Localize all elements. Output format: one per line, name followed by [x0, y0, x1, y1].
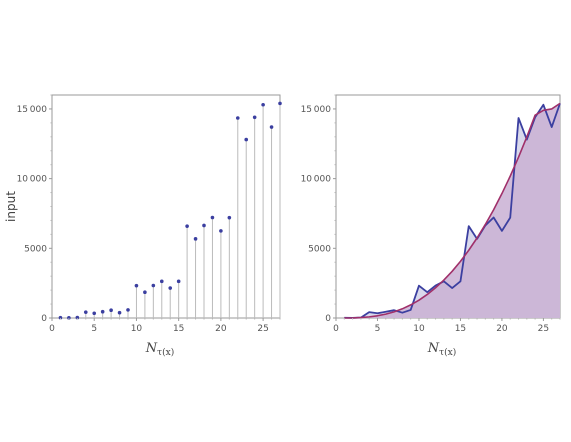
chart-panel-1: 0 5 10 15 20 25 0 5000 10 000 15 000 Nτ(x) input [4, 94, 282, 358]
data-point [227, 215, 232, 220]
data-point [75, 315, 80, 320]
y-tick-label: 10 000 [301, 175, 332, 185]
x-tick-label: 25 [538, 324, 549, 334]
data-point [151, 283, 156, 288]
data-point [252, 115, 257, 120]
data-point [58, 315, 63, 320]
curve-area-fill [344, 103, 560, 318]
data-point [269, 125, 274, 129]
data-point [244, 137, 249, 142]
y-axis-label: input [4, 191, 18, 222]
x-axis-label: Nτ(x) [427, 341, 456, 358]
y-tick-label: 15 000 [17, 105, 48, 115]
x-tick-label: 10 [131, 324, 143, 334]
x-tick-label: 25 [257, 324, 268, 334]
data-point [134, 283, 139, 288]
data-point [193, 237, 198, 241]
data-point [235, 116, 240, 120]
data-point [143, 290, 147, 295]
chart-panel-2: 0 5 10 15 20 25 0 5000 10 000 15 000 Nτ(x) [301, 94, 561, 358]
x-axis-label-subscript: τ(x) [439, 347, 456, 358]
x-tick-label: 20 [496, 324, 508, 334]
x-axis-label: Nτ(x) [145, 341, 174, 358]
data-point [126, 308, 130, 312]
x-tick-label: 15 [173, 324, 184, 334]
x-tick-label: 10 [413, 324, 425, 334]
data-point [109, 308, 113, 312]
data-point [278, 101, 282, 106]
data-point [219, 229, 223, 233]
y-tick-label: 0 [41, 314, 47, 324]
fit-curve-line [344, 102, 561, 319]
data-point [159, 279, 164, 284]
x-axis-label-subscript: τ(x) [157, 347, 174, 358]
data-point [100, 309, 105, 314]
x-tick-label: 20 [215, 324, 227, 334]
data-point [202, 223, 206, 228]
y-tick-label: 15 000 [301, 105, 332, 115]
data-point [168, 286, 173, 290]
data-point [261, 102, 265, 107]
data-point [92, 311, 97, 316]
x-tick-label: 5 [91, 324, 97, 334]
x-tick-label: 0 [49, 324, 55, 334]
data-series-line [344, 103, 561, 319]
y-tick-label: 0 [325, 314, 331, 324]
data-point [117, 310, 122, 315]
y-tick-label: 5000 [24, 244, 47, 254]
y-tick-label: 5000 [308, 244, 331, 254]
data-point [67, 316, 71, 320]
x-axis-label-main: N [145, 341, 158, 356]
y-tick-label: 10 000 [17, 175, 48, 185]
data-point [176, 279, 181, 284]
x-tick-label: 5 [375, 324, 381, 334]
x-tick-label: 0 [333, 324, 339, 334]
data-point [185, 224, 189, 228]
x-axis-label-main: N [427, 341, 440, 356]
data-point [83, 310, 88, 314]
data-point [210, 215, 215, 220]
x-tick-label: 15 [455, 324, 466, 334]
